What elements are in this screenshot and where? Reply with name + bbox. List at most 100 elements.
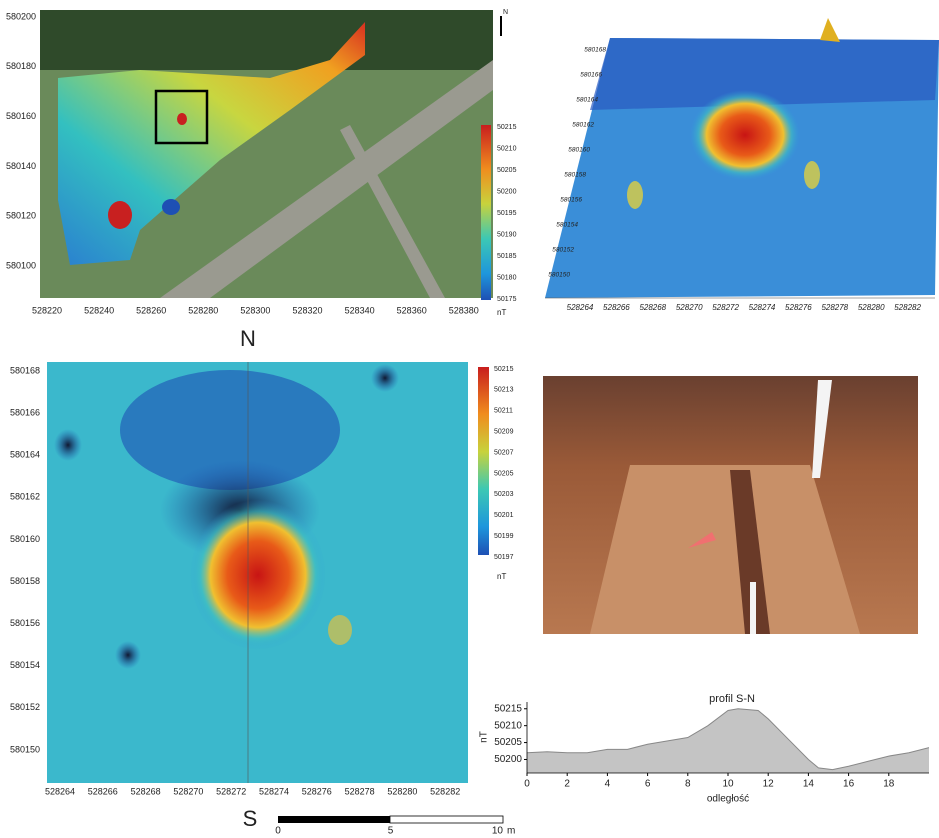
y-tick-label: 580150 bbox=[10, 744, 40, 754]
x-tick-label: 528220 bbox=[32, 305, 62, 315]
y-tick-label: 580158 bbox=[10, 576, 40, 586]
y-tick-label: 580164 bbox=[10, 450, 40, 460]
x-tick-label: 528240 bbox=[84, 305, 114, 315]
scale-bar bbox=[278, 816, 390, 823]
colorbar-label: 50205 bbox=[494, 470, 514, 477]
y-tick-label: 580154 bbox=[10, 660, 40, 670]
scale-label: 0 bbox=[275, 826, 281, 837]
anomaly-peak bbox=[190, 500, 326, 650]
south-label: S bbox=[243, 806, 258, 831]
y-tick-label: 580158 bbox=[564, 172, 586, 179]
colorbar-label: 50180 bbox=[497, 274, 517, 281]
y-tick-label: 580160 bbox=[568, 147, 590, 154]
y-tick-label: 580162 bbox=[572, 122, 594, 129]
colorbar-label: 50205 bbox=[497, 167, 517, 174]
panel-c: N S bbox=[47, 326, 503, 831]
y-tick-label: 580164 bbox=[576, 97, 598, 104]
colorbar-label: 50211 bbox=[494, 408, 513, 415]
y-tick-label: 580160 bbox=[6, 111, 36, 121]
x-tick-label: 6 bbox=[645, 779, 651, 790]
colorbar-label: 50215 bbox=[494, 366, 514, 373]
colorbar-label: 50200 bbox=[497, 188, 517, 195]
anomaly bbox=[177, 113, 187, 125]
colorbar-label: 50209 bbox=[494, 429, 514, 436]
x-tick-label: 528266 bbox=[603, 303, 630, 312]
colorbar-label: 50195 bbox=[497, 210, 517, 217]
y-tick-label: 580152 bbox=[552, 247, 574, 254]
colorbar-unit: nT bbox=[497, 308, 506, 317]
x-tick-label: 528266 bbox=[88, 786, 118, 796]
x-tick-label: 8 bbox=[685, 779, 691, 790]
x-tick-label: 528280 bbox=[188, 305, 218, 315]
x-tick-label: 528268 bbox=[131, 786, 161, 796]
colorbar-label: 50199 bbox=[494, 533, 514, 540]
x-tick-label: 528270 bbox=[676, 303, 703, 312]
dipole bbox=[328, 615, 352, 645]
y-tick-label: 580150 bbox=[548, 272, 570, 279]
x-tick-label: 528282 bbox=[894, 303, 921, 312]
x-tick-label: 528360 bbox=[397, 305, 427, 315]
y-tick-label: 580166 bbox=[10, 407, 40, 417]
y-tick-label: 580200 bbox=[6, 11, 36, 21]
north-label: N bbox=[503, 9, 508, 16]
peak bbox=[804, 161, 820, 189]
chart-title: profil S-N bbox=[709, 693, 755, 705]
colorbar-label: 50175 bbox=[497, 296, 517, 303]
colorbar-label: 50210 bbox=[497, 145, 517, 152]
y-tick-label: 50205 bbox=[494, 737, 522, 748]
anomaly bbox=[162, 199, 180, 215]
scale-label: 5 bbox=[388, 826, 394, 837]
panel-a: N bbox=[40, 9, 508, 300]
x-tick-label: 528300 bbox=[240, 305, 270, 315]
scale-unit: m bbox=[507, 826, 515, 837]
x-tick-label: 528260 bbox=[136, 305, 166, 315]
x-tick-label: 16 bbox=[843, 779, 855, 790]
x-tick-label: 528270 bbox=[173, 786, 203, 796]
y-tick-label: 580152 bbox=[10, 702, 40, 712]
y-tick-label: 580162 bbox=[10, 492, 40, 502]
y-tick-label: 50215 bbox=[494, 703, 522, 714]
x-tick-label: 4 bbox=[605, 779, 611, 790]
x-tick-label: 528276 bbox=[785, 303, 812, 312]
colorbar-label: 50213 bbox=[494, 387, 514, 394]
scale-label: 10 bbox=[492, 826, 504, 837]
ruler bbox=[750, 582, 756, 634]
x-tick-label: 2 bbox=[564, 779, 570, 790]
peak bbox=[627, 181, 643, 209]
y-tick-label: 50200 bbox=[494, 754, 522, 765]
y-tick-label: 580100 bbox=[6, 260, 36, 270]
y-tick-label: 50210 bbox=[494, 720, 522, 731]
x-tick-label: 528340 bbox=[345, 305, 375, 315]
x-tick-label: 528264 bbox=[45, 786, 75, 796]
colorbar-label: 50190 bbox=[497, 231, 517, 238]
colorbar-label: 50207 bbox=[494, 449, 514, 456]
y-tick-label: 580140 bbox=[6, 161, 36, 171]
y-tick-label: 580168 bbox=[10, 365, 40, 375]
dipole bbox=[371, 364, 399, 392]
peak bbox=[820, 18, 840, 42]
y-tick-label: 580120 bbox=[6, 211, 36, 221]
x-tick-label: 528278 bbox=[821, 303, 848, 312]
x-tick-label: 10 bbox=[722, 779, 734, 790]
x-tick-label: 528278 bbox=[345, 786, 375, 796]
x-tick-label: 528272 bbox=[216, 786, 246, 796]
x-tick-label: 528276 bbox=[302, 786, 332, 796]
panel-b bbox=[545, 18, 939, 298]
trees bbox=[40, 10, 493, 70]
colorbar-unit: nT bbox=[497, 572, 506, 581]
x-tick-label: 528272 bbox=[712, 303, 739, 312]
colorbar-label: 50201 bbox=[494, 512, 514, 519]
figure: N N S 5802005801805801605801405801205801… bbox=[0, 0, 939, 838]
x-tick-label: 528274 bbox=[749, 303, 776, 312]
y-tick-label: 580156 bbox=[560, 197, 582, 204]
y-tick-label: 580180 bbox=[6, 61, 36, 71]
x-tick-label: 12 bbox=[763, 779, 775, 790]
colorbar-label: 50197 bbox=[494, 554, 514, 561]
x-tick-label: 528380 bbox=[449, 305, 479, 315]
y-axis-label: nT bbox=[479, 731, 490, 743]
panel-d bbox=[543, 376, 918, 634]
y-tick-label: 580154 bbox=[556, 222, 578, 229]
x-tick-label: 0 bbox=[524, 779, 530, 790]
dipole bbox=[115, 641, 141, 669]
x-tick-label: 528268 bbox=[639, 303, 666, 312]
